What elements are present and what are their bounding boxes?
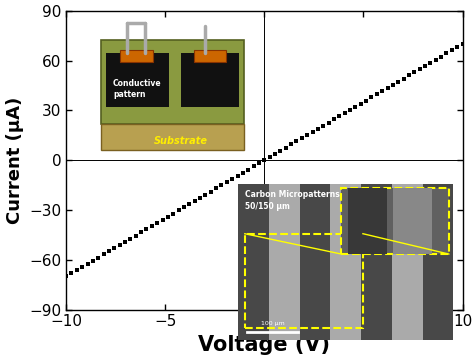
Bar — [106, 53, 169, 107]
Bar — [269, 184, 300, 340]
X-axis label: Voltage (V): Voltage (V) — [198, 335, 330, 355]
Polygon shape — [101, 124, 244, 150]
Bar — [348, 188, 387, 254]
Polygon shape — [341, 188, 449, 254]
Bar — [245, 234, 363, 328]
Text: 50/150 μm: 50/150 μm — [245, 202, 290, 211]
Text: Carbon Micropatterns: Carbon Micropatterns — [245, 190, 339, 199]
Bar — [361, 184, 392, 340]
Bar — [120, 50, 152, 62]
Text: Conductive
pattern: Conductive pattern — [113, 79, 162, 99]
Bar — [181, 53, 239, 107]
Bar — [238, 184, 269, 340]
Bar — [422, 184, 453, 340]
Bar — [300, 184, 330, 340]
Polygon shape — [101, 40, 244, 124]
Bar — [393, 188, 431, 254]
Text: 100 μm: 100 μm — [261, 321, 285, 326]
Bar — [194, 50, 226, 62]
Bar — [330, 184, 361, 340]
Bar — [392, 184, 422, 340]
Y-axis label: Current (μA): Current (μA) — [6, 96, 24, 224]
Text: Substrate: Substrate — [154, 136, 208, 146]
